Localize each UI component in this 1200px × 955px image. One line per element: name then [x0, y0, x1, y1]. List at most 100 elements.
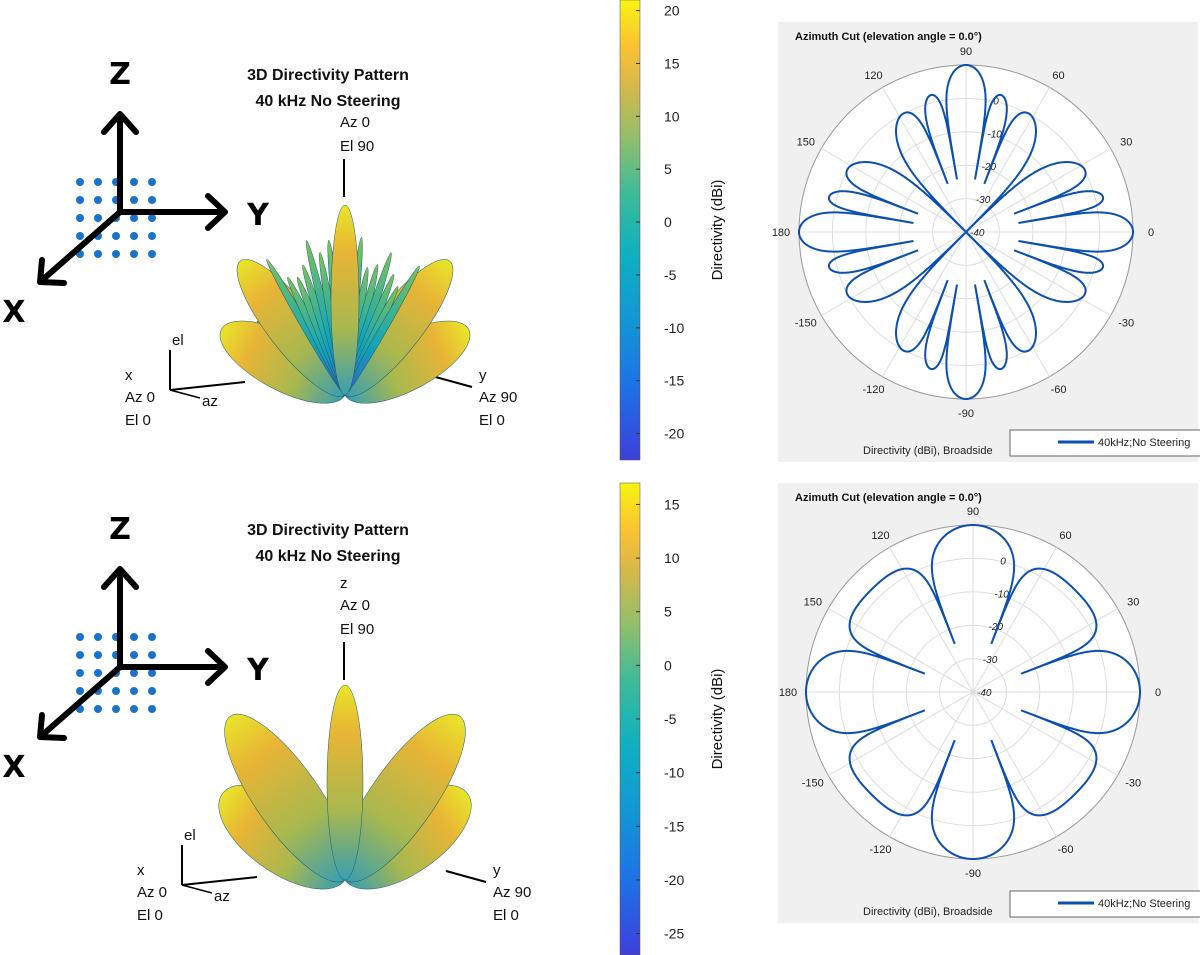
x-el-label: El 0 — [137, 907, 163, 924]
z-az-label: Az 0 — [340, 597, 370, 614]
theta-tick-label: -30 — [1118, 318, 1134, 330]
x-arrow — [40, 212, 120, 283]
colorbar-tick-label: 20 — [664, 3, 680, 19]
array-element-dot — [94, 178, 102, 186]
x-az-label: Az 0 — [125, 389, 155, 406]
y-az-label: Az 90 — [493, 884, 531, 901]
r-tick-label: 0 — [1000, 556, 1006, 567]
array-element-dot — [94, 669, 102, 677]
colorbar-tick-label: -25 — [664, 926, 684, 942]
theta-tick-label: -150 — [795, 318, 817, 330]
colorbar-tick-label: -15 — [664, 818, 684, 834]
array-element-dot — [130, 196, 138, 204]
array-element-dot — [130, 633, 138, 641]
array-element-dot — [76, 214, 84, 222]
array-element-dot — [76, 687, 84, 695]
theta-tick-label: 120 — [871, 530, 889, 542]
legend[interactable]: 40kHz;No Steering — [1010, 891, 1200, 917]
theta-tick-label: 120 — [864, 70, 882, 82]
colorbar-tick-label: 5 — [664, 161, 672, 177]
y-axis-line — [432, 376, 472, 387]
array-element-dot — [148, 178, 156, 186]
colorbar: 20 15 10 5 0 -5 -10 -15 -20 Directivity (dBi) — [620, 0, 726, 460]
plot-subtitle: 40 kHz No Steering — [256, 93, 401, 110]
theta-tick-label: -90 — [958, 408, 974, 420]
legend-label: 40kHz;No Steering — [1098, 437, 1190, 449]
array-element-dot — [148, 214, 156, 222]
array-element-dot — [112, 250, 120, 258]
colorbar: 15 10 5 0 -5 -10 -15 -20 -25 Directivity (dBi) — [620, 483, 726, 955]
array-element-dot — [76, 633, 84, 641]
theta-tick-label: -30 — [1125, 778, 1141, 790]
array-element-dot — [76, 232, 84, 240]
theta-tick-label: -90 — [965, 868, 981, 880]
main-lobe — [331, 205, 359, 395]
y-el-label: El 0 — [493, 907, 519, 924]
az-label: az — [202, 393, 218, 410]
theta-tick-label: -60 — [1051, 384, 1067, 396]
legend-label: 40kHz;No Steering — [1098, 898, 1190, 910]
x-az-label: Az 0 — [137, 884, 167, 901]
el-label: el — [184, 827, 196, 844]
az-label: az — [214, 888, 230, 905]
theta-tick-label: 90 — [967, 506, 979, 518]
polar-title: Azimuth Cut (elevation angle = 0.0°) — [795, 492, 982, 504]
array-element-dot — [94, 196, 102, 204]
array-element-dot — [130, 178, 138, 186]
polar-xlabel: Directivity (dBi), Broadside — [863, 445, 993, 457]
x-el-label: El 0 — [125, 412, 151, 429]
theta-tick-label: 0 — [1155, 687, 1161, 699]
colorbar-tick-label: 0 — [664, 657, 672, 673]
array-element-dot — [94, 250, 102, 258]
array-element-dot — [130, 651, 138, 659]
r-tick-label: -30 — [983, 655, 998, 666]
figure: ZYX3D Directivity Pattern40 kHz No Steer… — [0, 0, 1200, 955]
colorbar-tick-label: -20 — [664, 426, 684, 442]
array-element-dot — [76, 651, 84, 659]
array-element-dot — [148, 705, 156, 713]
polar-title: Azimuth Cut (elevation angle = 0.0°) — [795, 31, 982, 43]
theta-tick-label: 30 — [1120, 137, 1132, 149]
azimuth-cut-polar-plot: 90 60 30 0 -30 -60 -90 -120 -150 180 150 120 0 -10 -20… — [772, 22, 1200, 462]
y-axis-label: Y — [246, 198, 270, 233]
theta-tick-label: 0 — [1148, 227, 1154, 239]
array-element-dot — [148, 633, 156, 641]
theta-tick-label: 180 — [779, 687, 797, 699]
array-element-dot — [130, 214, 138, 222]
array-element-dot — [112, 687, 120, 695]
colorbar-label: Directivity (dBi) — [709, 180, 726, 281]
colorbar-tick-label: 0 — [664, 214, 672, 230]
colorbar-tick-label: -5 — [664, 267, 677, 283]
z-axis-label: Z — [109, 512, 131, 547]
directivity-surface — [201, 685, 488, 909]
array-element-dot — [130, 250, 138, 258]
x-axis-line — [170, 382, 245, 390]
array-element-dot — [94, 705, 102, 713]
array-element-dot — [130, 687, 138, 695]
theta-tick-label: 150 — [797, 137, 815, 149]
x-axis-label: X — [2, 750, 25, 785]
colorbar-tick-label: -20 — [664, 872, 684, 888]
pattern-3d-panel: Z Y X 3D Directivity Pattern 40 kHz No Steer… — [2, 483, 726, 955]
array-element-dot — [148, 669, 156, 677]
array-element-dot — [94, 651, 102, 659]
z-label: z — [340, 575, 348, 592]
r-tick-label: -40 — [977, 688, 992, 699]
colorbar-tick-label: 5 — [664, 604, 672, 620]
colorbar-tick-label: 10 — [664, 550, 680, 566]
main-lobe — [327, 685, 363, 880]
x-label: x — [137, 862, 145, 879]
theta-tick-label: -150 — [802, 778, 824, 790]
legend[interactable]: 40kHz;No Steering — [1010, 430, 1200, 456]
el-label: el — [172, 332, 184, 349]
array-element-dot — [148, 687, 156, 695]
array-element-dot — [148, 250, 156, 258]
az-axis-line — [170, 390, 200, 398]
directivity-surface — [208, 205, 482, 420]
array-axes-icon: Z Y X — [2, 57, 270, 330]
y-label: y — [479, 367, 487, 384]
array-element-dot — [76, 178, 84, 186]
y-axis-label: Y — [246, 653, 270, 688]
array-element-dot — [130, 669, 138, 677]
z-el-label: El 90 — [340, 138, 374, 155]
